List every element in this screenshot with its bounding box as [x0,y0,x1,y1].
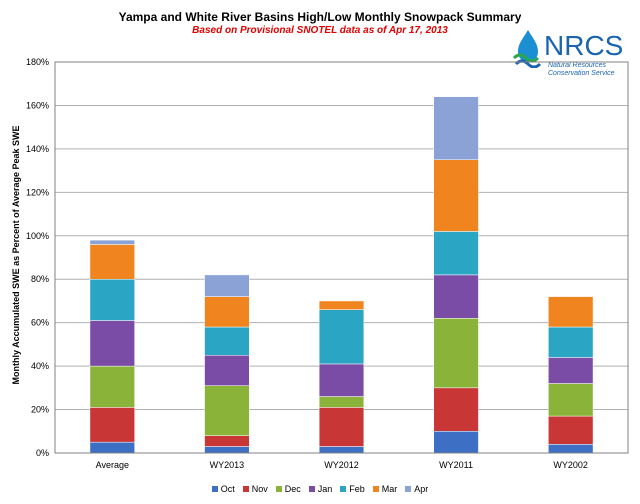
logo-subtitle-line-2: Conservation Service [548,70,615,77]
bar-segment-oct [433,431,479,454]
y-tick-label: 140% [26,144,49,154]
legend-swatch [340,486,347,492]
bar-segment-feb [548,326,594,358]
legend-item-oct: Oct [211,484,235,494]
y-tick-label: 20% [31,405,49,415]
legend-swatch [211,486,218,492]
legend-label: Nov [251,484,268,494]
bar-series [89,96,594,454]
legend-swatch [275,486,282,492]
bar-segment-nov [89,407,135,443]
bar-segment-nov [433,387,479,432]
legend-label: Dec [284,484,301,494]
x-axis-ticks: Average WY2013 WY2012 WY2011 WY2002 [96,460,588,470]
plot-area-border [54,61,629,454]
legend-item-apr: Apr [405,484,428,494]
bar-segment-nov [318,407,365,447]
chart-title: Yampa and White River Basins High/Low Mo… [118,10,522,24]
water-drop-icon [512,30,542,68]
bar-segment-dec [204,385,250,436]
bar-segment-dec [433,318,479,389]
bar-segment-feb [433,231,479,276]
nrcs-logo: NRCS Natural Resources Conservation Serv… [510,28,630,80]
bar-segment-oct [204,446,250,454]
bar-segment-feb [318,309,365,365]
bar-segment-apr [433,96,479,160]
legend-swatch [242,486,249,492]
bar-segment-mar [433,159,479,232]
bar-segment-nov [548,415,594,445]
legend-item-dec: Dec [275,484,301,494]
x-tick-label: WY2013 [210,460,245,470]
bar-segment-jan [433,274,479,319]
y-axis-ticks: 0% 20% 40% 60% 80% 100% 120% 140% 160% 180% [26,57,49,458]
bar-segment-mar [204,296,250,328]
legend-label: Oct [220,484,235,494]
y-tick-label: 40% [31,361,49,371]
legend-item-feb: Feb [340,484,365,494]
x-tick-label: WY2012 [324,460,359,470]
bar-segment-jan [204,355,250,386]
x-tick-label: WY2011 [439,460,473,470]
y-tick-label: 100% [26,231,49,241]
bar-segment-mar [548,296,594,328]
y-tick-label: 160% [26,100,49,110]
x-tick-label: Average [96,460,129,470]
bar-segment-mar [318,300,365,310]
logo-subtitle-line-1: Natural Resources [548,62,606,69]
bar-segment-jan [548,357,594,384]
legend-item-jan: Jan [308,484,333,494]
y-tick-label: 80% [31,274,49,284]
y-tick-label: 180% [26,57,49,67]
y-tick-label: 60% [31,318,49,328]
x-tick-label: WY2002 [553,460,588,470]
bar-segment-feb [204,326,250,356]
y-tick-label: 120% [26,187,49,197]
stacked-bar-chart: 0% 20% 40% 60% 80% 100% 120% 140% 160% 180% Avera… [26,57,629,470]
bar-segment-jan [89,320,135,367]
legend-swatch [405,486,412,492]
legend-label: Apr [414,484,429,494]
bar-segment-dec [548,383,594,417]
legend-label: Jan [317,484,333,494]
bar-segment-nov [204,435,250,447]
legend-swatch [308,486,315,492]
legend-label: Mar [381,484,398,494]
bar-segment-jan [318,363,365,397]
bar-segment-oct [89,441,135,454]
legend-item-nov: Nov [242,484,268,494]
bar-segment-feb [89,278,135,321]
bar-segment-dec [318,396,365,408]
logo-text: NRCS [544,30,624,61]
legend-swatch [372,486,379,492]
bar-segment-mar [89,244,135,280]
legend-item-mar: Mar [372,484,398,494]
chart-subtitle: Based on Provisional SNOTEL data as of A… [192,25,448,36]
legend-label: Feb [349,484,365,494]
legend: Oct Nov Dec Jan Feb Mar Apr [0,484,640,494]
bar-segment-dec [89,365,135,408]
bar-segment-apr [89,239,135,245]
bar-segment-oct [548,444,594,454]
y-tick-label: 0% [36,448,49,458]
bar-segment-oct [318,446,365,454]
bar-segment-apr [204,274,250,297]
